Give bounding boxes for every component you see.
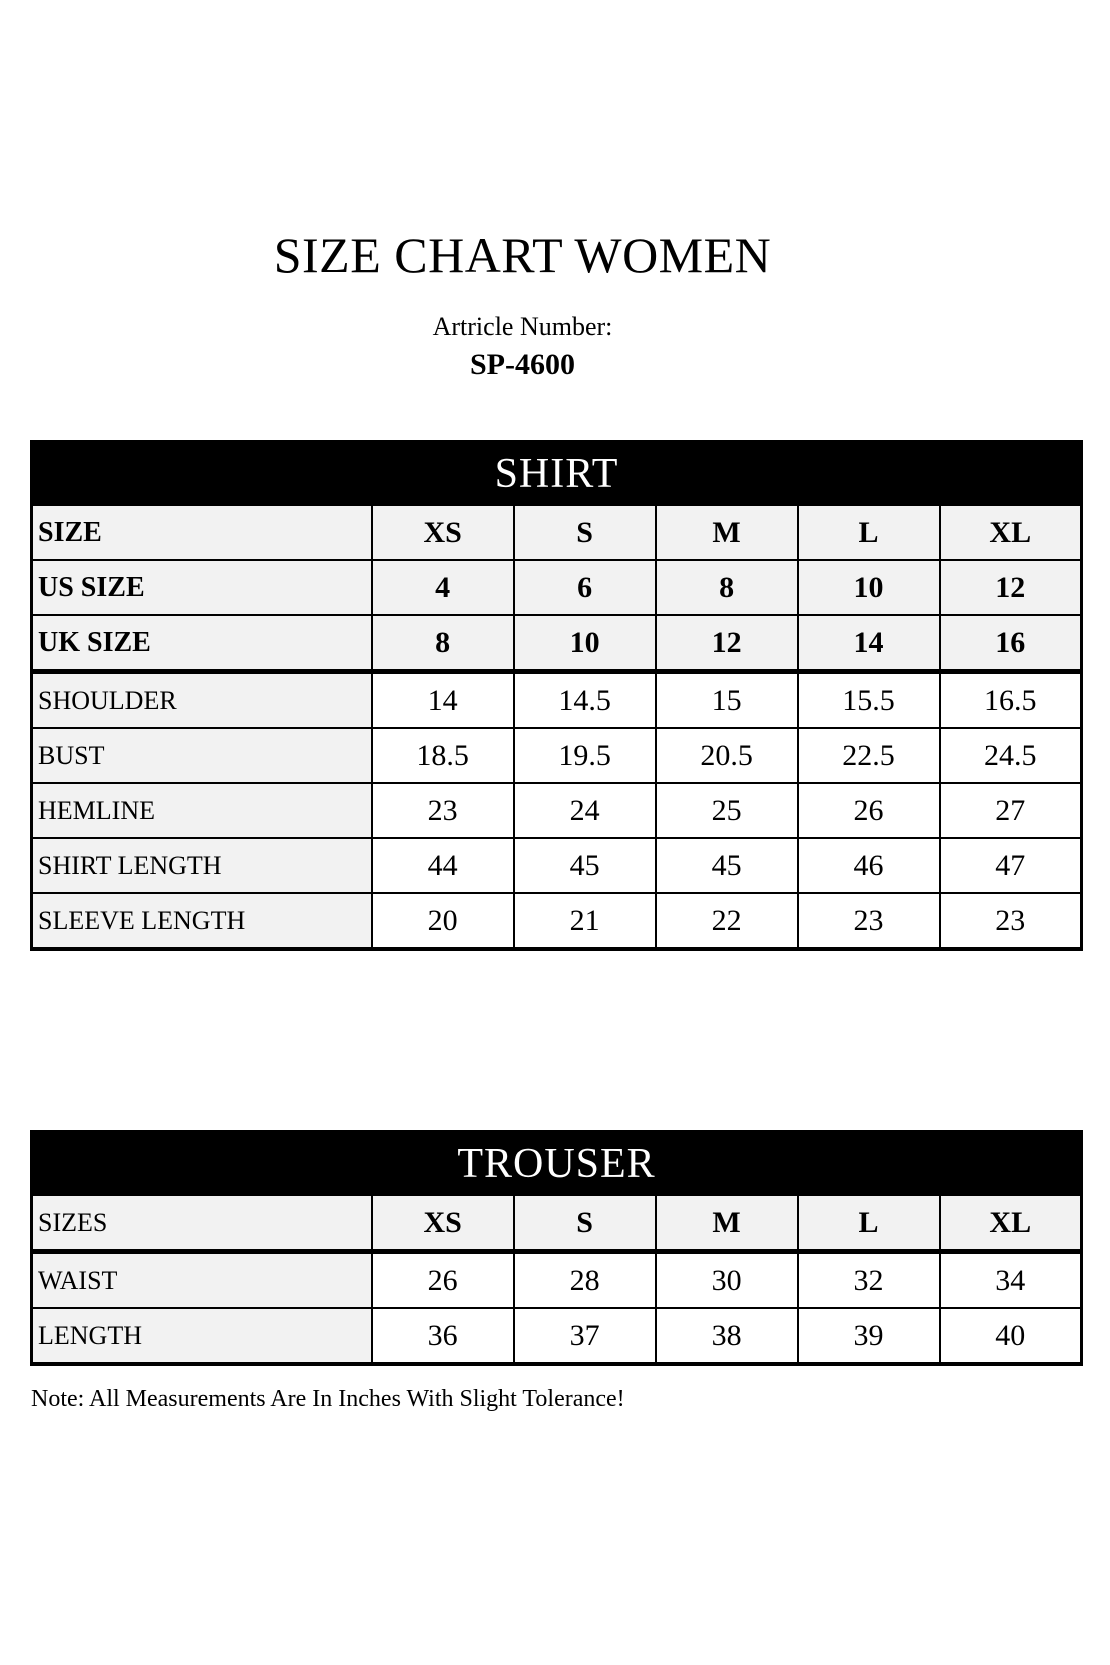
row-label: SLEEVE LENGTH: [30, 892, 373, 950]
size-value-cell: 47: [938, 837, 1083, 894]
size-value-cell: 14.5: [512, 670, 657, 729]
table-row: SLEEVE LENGTH 20 21 22 23 23: [30, 892, 1083, 950]
trouser-table-title: TROUSER: [30, 1130, 1083, 1193]
page-title: SIZE CHART WOMEN: [273, 227, 772, 283]
size-value-cell: XL: [938, 1193, 1083, 1254]
size-value-cell: 19.5: [512, 727, 657, 784]
row-label: SHIRT LENGTH: [30, 837, 373, 894]
size-value-cell: 16.5: [938, 670, 1083, 729]
table-row: SHOULDER 14 14.5 15 15.5 16.5: [30, 670, 1083, 729]
row-label: SIZES: [30, 1193, 373, 1254]
size-value-cell: 14: [796, 614, 941, 674]
row-label: SHOULDER: [30, 670, 373, 729]
article-number-label: Artricle Number:: [432, 312, 613, 341]
size-value-cell: 27: [938, 782, 1083, 839]
note-text: Note: All Measurements Are In Inches Wit…: [31, 1386, 625, 1412]
table-row: UK SIZE 8 10 12 14 16: [30, 614, 1083, 674]
size-value-cell: 25: [654, 782, 799, 839]
size-value-cell: 21: [512, 892, 657, 950]
shirt-section: SHIRT SIZE XS S M L XL US SIZE 4 6 8 10 …: [30, 440, 1083, 951]
size-value-cell: 32: [796, 1250, 941, 1309]
size-value-cell: XS: [370, 1193, 515, 1254]
size-value-cell: M: [654, 1193, 799, 1254]
table-row: SHIRT LENGTH 44 45 45 46 47: [30, 837, 1083, 894]
size-value-cell: 44: [370, 837, 515, 894]
row-label: BUST: [30, 727, 373, 784]
size-value-cell: 6: [512, 559, 657, 616]
table-row: WAIST 26 28 30 32 34: [30, 1250, 1083, 1309]
size-value-cell: 12: [654, 614, 799, 674]
size-value-cell: XS: [370, 503, 515, 561]
row-label: US SIZE: [30, 559, 373, 616]
size-value-cell: 14: [370, 670, 515, 729]
size-value-cell: 38: [654, 1307, 799, 1365]
shirt-table-title: SHIRT: [30, 440, 1083, 503]
size-value-cell: 16: [938, 614, 1083, 674]
size-value-cell: 18.5: [370, 727, 515, 784]
size-value-cell: 8: [370, 614, 515, 674]
size-value-cell: 20.5: [654, 727, 799, 784]
trouser-section: TROUSER SIZES XS S M L XL WAIST 26 28 30…: [30, 1130, 1083, 1366]
size-value-cell: 22: [654, 892, 799, 950]
trouser-table: SIZES XS S M L XL WAIST 26 28 30 32 34 L…: [30, 1193, 1083, 1366]
size-value-cell: 40: [938, 1307, 1083, 1365]
size-value-cell: 24.5: [938, 727, 1083, 784]
size-value-cell: S: [512, 1193, 657, 1254]
size-value-cell: 30: [654, 1250, 799, 1309]
size-value-cell: 23: [938, 892, 1083, 950]
size-value-cell: 37: [512, 1307, 657, 1365]
table-row: BUST 18.5 19.5 20.5 22.5 24.5: [30, 727, 1083, 784]
size-value-cell: 10: [512, 614, 657, 674]
row-label: WAIST: [30, 1250, 373, 1309]
size-value-cell: 22.5: [796, 727, 941, 784]
row-label: UK SIZE: [30, 614, 373, 674]
table-row: LENGTH 36 37 38 39 40: [30, 1307, 1083, 1365]
size-value-cell: S: [512, 503, 657, 561]
size-value-cell: 36: [370, 1307, 515, 1365]
row-label: SIZE: [30, 503, 373, 561]
size-value-cell: 45: [654, 837, 799, 894]
table-row: SIZES XS S M L XL: [30, 1193, 1083, 1254]
size-value-cell: 24: [512, 782, 657, 839]
size-value-cell: 26: [370, 1250, 515, 1309]
size-value-cell: 23: [370, 782, 515, 839]
size-value-cell: 23: [796, 892, 941, 950]
size-value-cell: 15.5: [796, 670, 941, 729]
table-row: US SIZE 4 6 8 10 12: [30, 559, 1083, 616]
size-value-cell: L: [796, 503, 941, 561]
size-value-cell: 20: [370, 892, 515, 950]
size-value-cell: XL: [938, 503, 1083, 561]
size-value-cell: 28: [512, 1250, 657, 1309]
size-value-cell: 34: [938, 1250, 1083, 1309]
size-value-cell: 46: [796, 837, 941, 894]
size-value-cell: 15: [654, 670, 799, 729]
size-value-cell: 26: [796, 782, 941, 839]
size-value-cell: 4: [370, 559, 515, 616]
row-label: HEMLINE: [30, 782, 373, 839]
table-row: SIZE XS S M L XL: [30, 503, 1083, 561]
size-value-cell: 12: [938, 559, 1083, 616]
size-value-cell: M: [654, 503, 799, 561]
row-label: LENGTH: [30, 1307, 373, 1365]
shirt-table: SIZE XS S M L XL US SIZE 4 6 8 10 12 UK …: [30, 503, 1083, 951]
size-value-cell: 45: [512, 837, 657, 894]
size-value-cell: L: [796, 1193, 941, 1254]
table-row: HEMLINE 23 24 25 26 27: [30, 782, 1083, 839]
size-value-cell: 10: [796, 559, 941, 616]
size-value-cell: 8: [654, 559, 799, 616]
article-number-value: SP-4600: [470, 348, 575, 381]
size-value-cell: 39: [796, 1307, 941, 1365]
